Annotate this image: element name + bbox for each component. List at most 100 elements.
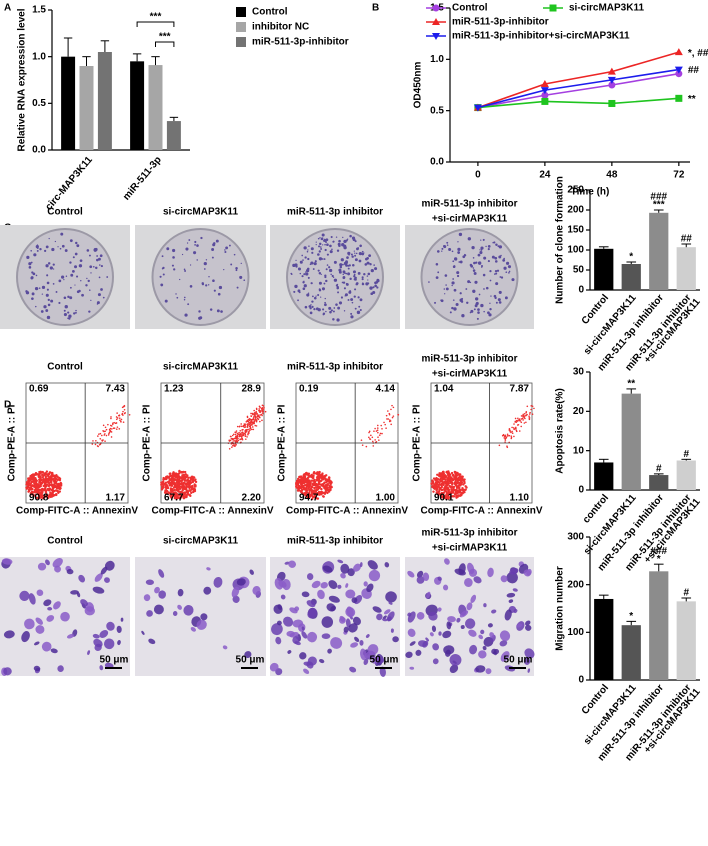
colony [41, 285, 46, 290]
event [180, 476, 184, 479]
colony [52, 283, 55, 285]
colony [474, 304, 478, 308]
marker [540, 79, 549, 87]
cell [473, 576, 482, 584]
cell [392, 636, 399, 643]
event [50, 480, 53, 484]
event [122, 414, 124, 416]
colony [444, 293, 446, 295]
colony [328, 266, 331, 269]
event [308, 489, 311, 492]
colony [508, 270, 511, 273]
cell [24, 618, 35, 630]
cell [442, 630, 452, 639]
event [451, 495, 454, 498]
event [374, 427, 376, 430]
colony-image [0, 225, 130, 329]
colony [487, 260, 490, 263]
colony [78, 265, 81, 267]
colony [188, 239, 191, 241]
colony [207, 284, 210, 286]
event [40, 488, 44, 491]
event [32, 490, 36, 494]
cell [347, 568, 355, 577]
cell [350, 642, 359, 648]
colony [324, 303, 327, 307]
y-tick-label: 200 [567, 205, 584, 216]
colony [332, 318, 335, 321]
cell [203, 586, 212, 595]
colony [311, 251, 314, 254]
colony [477, 261, 482, 265]
colony [461, 314, 465, 318]
colony [483, 288, 485, 290]
event [319, 475, 322, 478]
colony [354, 254, 357, 257]
colony [74, 265, 77, 268]
event [261, 419, 263, 422]
migration-image: 50 μm [135, 557, 266, 676]
event [235, 443, 237, 446]
bracket [155, 41, 175, 47]
colony [64, 305, 68, 309]
event [36, 485, 39, 489]
event [327, 479, 331, 483]
cell [431, 625, 437, 633]
colony [51, 247, 55, 252]
colony [198, 316, 202, 320]
colony [344, 272, 346, 274]
event [33, 483, 37, 486]
cell [78, 574, 86, 583]
colony [506, 261, 510, 265]
colony [358, 259, 362, 263]
event [123, 404, 126, 407]
marker [674, 48, 683, 56]
cell [306, 573, 314, 581]
quadrant-value: 90.1 [434, 493, 454, 504]
colony [50, 299, 54, 303]
event [160, 483, 163, 486]
cell [465, 618, 476, 629]
marker [608, 81, 616, 89]
cell [104, 560, 115, 571]
colony [347, 299, 350, 301]
cell [21, 631, 30, 643]
colony [342, 236, 344, 239]
colony [213, 289, 216, 292]
bracket [136, 21, 175, 27]
event [387, 418, 390, 420]
event [115, 416, 118, 418]
colony [318, 271, 322, 275]
colony [298, 291, 301, 294]
cell [468, 568, 478, 577]
colony [477, 308, 480, 311]
cell [491, 609, 497, 614]
colony [469, 281, 472, 284]
event [450, 471, 454, 475]
event [31, 484, 35, 488]
colony [48, 237, 50, 240]
colony [307, 249, 309, 251]
colony [369, 286, 373, 290]
cell [301, 631, 308, 639]
colony [235, 266, 238, 270]
event [253, 409, 255, 412]
bar [79, 66, 94, 150]
cell [500, 651, 510, 662]
event [58, 477, 61, 480]
event [390, 408, 392, 411]
event [458, 481, 461, 485]
colony [63, 312, 67, 317]
colony [161, 255, 164, 258]
cell [482, 645, 487, 651]
event [56, 483, 59, 486]
event [321, 472, 324, 475]
cell [252, 585, 261, 595]
cell [327, 648, 332, 654]
event [314, 496, 318, 500]
colony [317, 253, 320, 256]
colony [293, 290, 296, 293]
event [240, 425, 243, 428]
cell [454, 568, 466, 576]
cell [146, 610, 153, 617]
